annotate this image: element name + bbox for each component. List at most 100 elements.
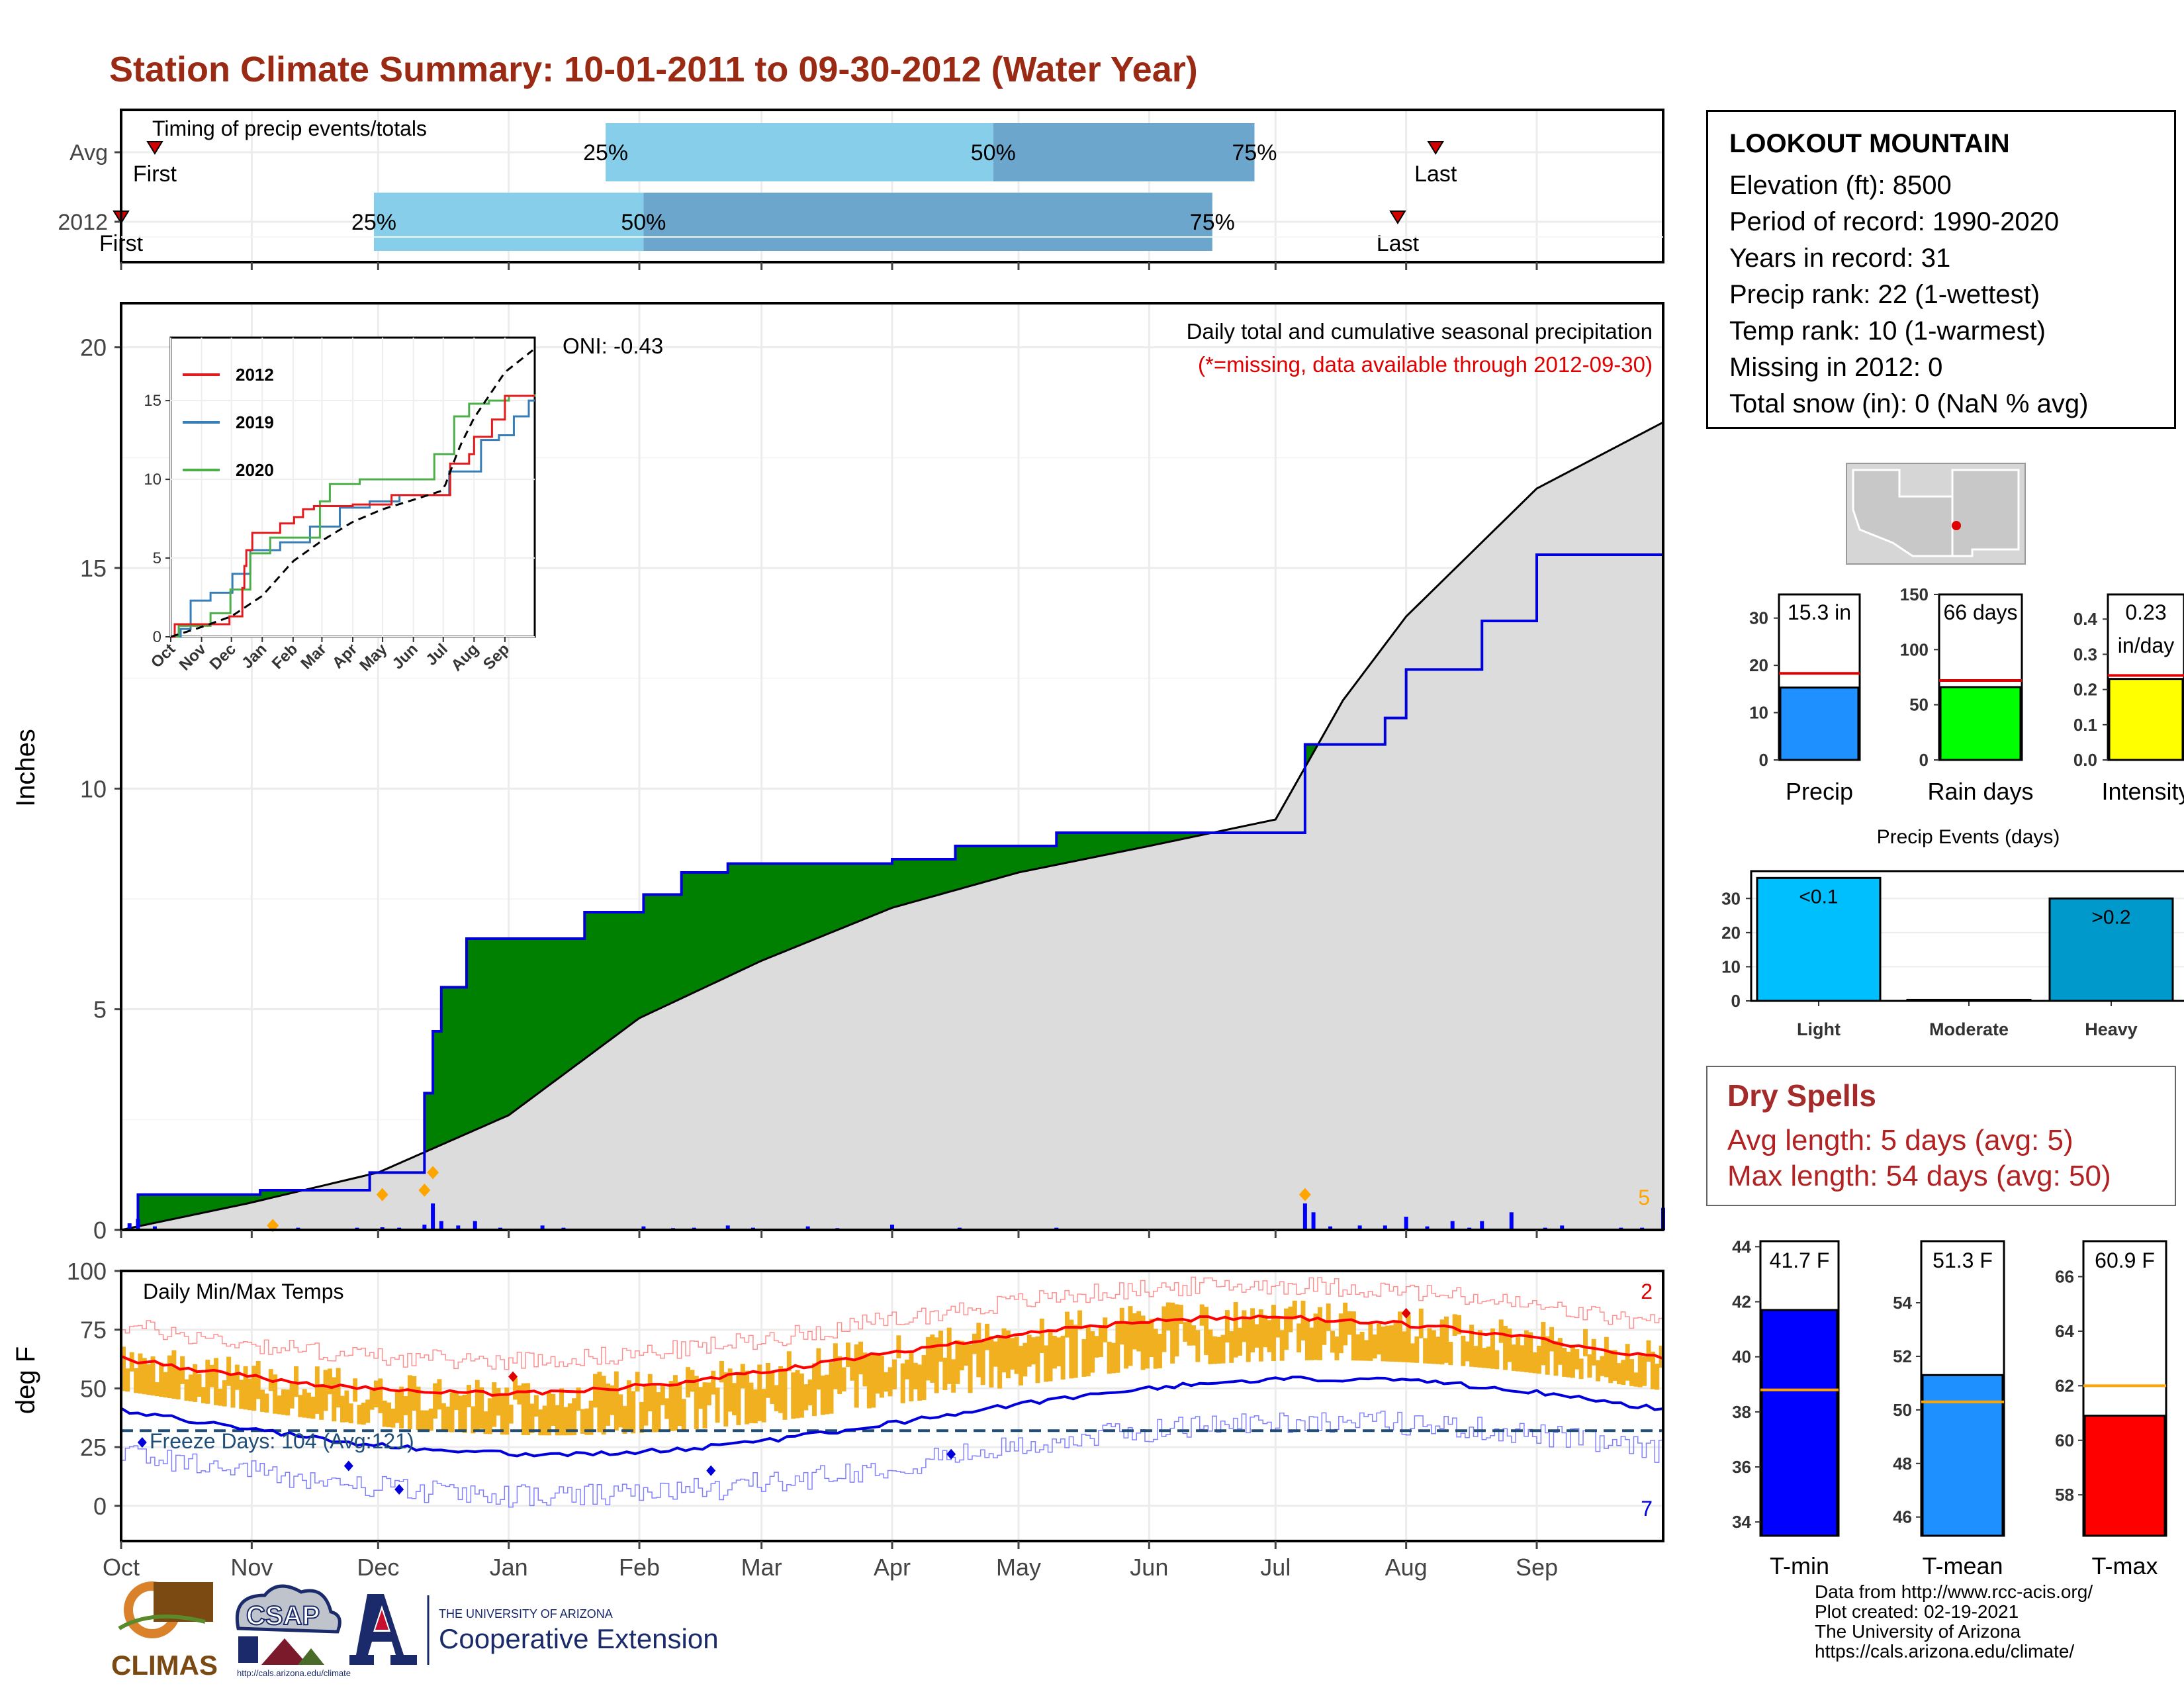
daily-temp-bar [1642,1356,1647,1386]
summary-ytick-label: 0.3 [2073,644,2097,664]
daily-temp-bar [1073,1325,1078,1378]
daily-temp-bar [171,1350,177,1399]
daily-temp-bar [875,1354,880,1394]
daily-temp-bar [639,1401,644,1433]
daily-temp-bar [1258,1309,1263,1362]
above-normal-area [858,863,864,921]
daily-temp-bar [197,1374,202,1397]
daily-temp-bar [1385,1325,1390,1362]
daily-temp-bar [778,1366,784,1413]
above-normal-area [1309,744,1314,760]
daily-temp-bar [327,1368,332,1395]
month-label: Nov [230,1554,273,1581]
daily-temp-bar [1124,1323,1129,1369]
daily-temp-bar [795,1370,800,1419]
above-normal-area [774,863,779,956]
daily-temp-bar [234,1364,240,1390]
above-normal-area [770,863,775,958]
daily-temp-bar [1149,1319,1154,1358]
events-frame [1750,870,2184,1002]
daily-temp-bar [820,1376,825,1415]
month-label: Feb [619,1554,660,1581]
above-normal-area [905,859,910,904]
above-normal-area [871,863,876,917]
above-normal-area [639,912,645,1018]
daily-temp-bar [1511,1344,1516,1371]
daily-temp-bar [1406,1314,1411,1363]
timing-last-label: Last [1414,162,1457,187]
above-normal-area [441,987,446,1145]
above-normal-area [757,863,762,963]
avg-min-line [120,1376,1664,1458]
month-axis: Oct Nov Dec Jan Feb Mar Apr May Jun Jul Aug Sep [103,1554,1558,1581]
daily-temp-bar [1165,1302,1171,1331]
daily-temp-bar [1132,1313,1137,1350]
daily-temp-bar [1208,1329,1213,1364]
daily-temp-bar [336,1368,341,1408]
daily-temp-bar [306,1392,312,1419]
daily-temp-bar [205,1360,210,1404]
temp-ytick-label: 100 [67,1258,107,1285]
temp-summary-ytick-label: 34 [1732,1512,1751,1532]
daily-temp-bar [1242,1310,1247,1342]
month-label: Sep [1516,1554,1558,1581]
daily-temp-bar [1524,1330,1529,1373]
daily-temp-bar [584,1408,590,1435]
location-map-icon [1846,463,2026,565]
above-normal-area [656,894,661,1011]
above-normal-area [1153,833,1158,845]
daily-temp-bar [841,1367,846,1391]
above-normal-area [1195,833,1201,837]
daily-temp-bar [428,1408,433,1431]
daily-temp-bar [681,1399,686,1430]
daily-temp-bar [1545,1336,1550,1375]
daily-temp-bar [1490,1328,1495,1369]
daily-temp-bar [521,1383,526,1435]
credit-university: The University of Arizona [1815,1621,2021,1642]
above-normal-area [154,1194,160,1223]
daily-temp-bar [1153,1329,1158,1369]
daily-precip-bar [456,1225,461,1230]
daily-precip-bar [1383,1225,1387,1230]
above-normal-area [921,859,927,900]
daily-temp-bar [407,1375,412,1429]
daily-temp-bar [1048,1332,1053,1382]
daily-temp-bar [1052,1335,1057,1369]
daily-precip-bar [422,1225,427,1230]
daily-temp-bar [1035,1336,1040,1383]
daily-temp-bar [1439,1319,1445,1365]
daily-temp-bar [390,1408,396,1428]
daily-temp-bar [698,1387,704,1409]
daily-temp-bar [1031,1337,1036,1365]
above-normal-area [171,1194,177,1219]
record-high-count: 2 [1641,1280,1653,1303]
daily-temp-bar [1486,1346,1491,1369]
above-normal-area [226,1194,232,1208]
daily-temp-bar [1608,1350,1614,1383]
avg-max-line [120,1314,1664,1397]
daily-temp-bar [652,1385,657,1432]
daily-temp-bar [1275,1317,1281,1338]
above-normal-area [845,863,851,927]
daily-temp-bar [887,1367,893,1397]
above-normal-area [1115,833,1120,853]
temp-ytick-label: 50 [80,1375,107,1402]
summary-category-label: Precip [1786,778,1853,805]
temp-ytick-label: 25 [80,1434,107,1461]
above-normal-area [968,846,973,887]
above-normal-area [668,894,674,1005]
daily-temp-bar [1494,1350,1500,1370]
inset-ytick-label: 10 [144,471,161,489]
daily-temp-bar [1465,1341,1470,1362]
summary-ytick-label: 20 [1749,655,1768,675]
summary-value-label: 15.3 in [1788,600,1851,624]
events-bar-light [1756,876,1882,1002]
above-normal-area [433,1031,438,1149]
daily-temp-bar [1418,1308,1424,1338]
above-normal-area [837,863,842,930]
daily-temp-bar [879,1356,884,1398]
daily-temp-bar [1604,1336,1609,1378]
daily-temp-bar [1111,1342,1116,1374]
above-normal-area [150,1194,156,1224]
